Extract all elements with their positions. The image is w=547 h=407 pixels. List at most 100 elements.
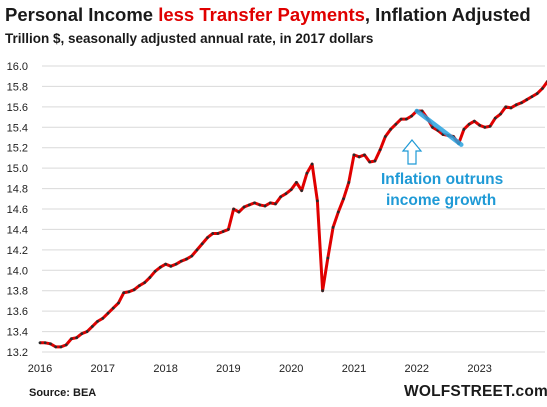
y-tick-label: 15.0 xyxy=(7,163,28,175)
data-point xyxy=(206,236,209,240)
y-tick-label: 16.0 xyxy=(7,61,28,73)
data-point xyxy=(326,256,330,260)
data-point xyxy=(462,127,466,131)
data-point xyxy=(378,148,382,152)
data-point xyxy=(394,122,398,126)
data-point xyxy=(472,119,476,123)
data-point xyxy=(263,204,267,208)
annotation-text-line1: Inflation outruns xyxy=(381,171,503,188)
data-point xyxy=(75,336,79,340)
y-tick-label: 14.0 xyxy=(7,265,28,277)
data-point xyxy=(404,117,408,121)
data-point xyxy=(295,181,298,184)
y-tick-label: 14.6 xyxy=(7,204,28,216)
data-point xyxy=(232,207,236,211)
brand-logo-text: WOLFSTREET.com xyxy=(404,383,547,400)
x-tick-label: 2016 xyxy=(28,363,52,375)
data-point xyxy=(164,262,168,266)
y-tick-label: 15.6 xyxy=(7,102,28,114)
y-tick-label: 15.8 xyxy=(7,81,28,93)
data-point xyxy=(509,106,513,110)
data-point xyxy=(185,257,188,261)
series-personal-income xyxy=(38,80,547,349)
data-point xyxy=(483,125,487,129)
data-point xyxy=(399,117,403,121)
data-point xyxy=(541,87,544,90)
y-tick-label: 14.2 xyxy=(7,245,28,257)
data-point xyxy=(431,125,434,129)
x-tick-label: 2021 xyxy=(342,363,366,375)
y-tick-label: 13.6 xyxy=(7,306,28,318)
data-point xyxy=(190,254,194,258)
data-point xyxy=(101,316,105,320)
data-point xyxy=(274,202,277,206)
data-point xyxy=(153,269,157,273)
y-tick-label: 15.4 xyxy=(7,122,28,134)
data-point xyxy=(132,288,136,292)
data-point xyxy=(138,284,141,288)
data-point xyxy=(127,290,131,294)
data-point xyxy=(211,232,215,235)
data-point xyxy=(227,228,230,231)
y-tick-label: 13.2 xyxy=(7,347,28,359)
data-point xyxy=(310,162,314,166)
x-tick-label: 2023 xyxy=(467,363,491,375)
annotation: Inflation outruns income growth xyxy=(381,108,503,209)
data-point xyxy=(64,343,68,347)
data-point xyxy=(122,291,126,295)
data-point xyxy=(179,259,183,263)
data-point xyxy=(347,181,351,184)
data-point xyxy=(321,289,324,293)
data-point xyxy=(467,122,471,126)
data-point xyxy=(530,95,534,99)
y-tick-label: 15.2 xyxy=(7,143,28,155)
data-point xyxy=(373,159,377,163)
x-axis-tick-labels: 2016 2017 2018 2019 2020 2021 2022 2023 xyxy=(28,363,492,375)
data-point xyxy=(253,201,256,205)
data-point xyxy=(504,105,508,109)
y-axis-tick-labels: 13.2 13.4 13.6 13.8 14.0 14.2 14.4 14.6 14.8 15.0… xyxy=(7,61,28,359)
data-point xyxy=(80,332,84,336)
data-point xyxy=(478,123,481,127)
data-point xyxy=(200,242,204,246)
data-point xyxy=(336,210,340,214)
data-point xyxy=(305,171,309,175)
annotation-text-line2: income growth xyxy=(386,192,496,209)
data-point xyxy=(169,264,173,268)
highlight-segment xyxy=(414,108,464,147)
data-point xyxy=(38,341,42,345)
chart-title: Personal Income less Transfer Payments, … xyxy=(5,4,531,25)
data-point xyxy=(284,192,288,196)
data-point xyxy=(247,203,251,207)
data-point xyxy=(493,116,497,120)
data-point xyxy=(195,248,199,252)
x-tick-label: 2019 xyxy=(216,363,240,375)
data-point xyxy=(352,153,356,157)
data-point xyxy=(488,124,492,128)
data-point xyxy=(357,155,361,159)
data-point xyxy=(174,262,178,266)
source-note: Source: BEA xyxy=(29,387,97,399)
data-point xyxy=(148,276,152,279)
arrow-up-icon xyxy=(401,139,423,165)
title-highlight: less Transfer Payments xyxy=(158,4,365,25)
gridlines xyxy=(42,65,545,353)
data-point xyxy=(279,195,283,199)
chart-subtitle: Trillion $, seasonally adjusted annual r… xyxy=(5,31,374,46)
data-point xyxy=(221,230,225,233)
data-point xyxy=(368,160,372,164)
x-tick-label: 2017 xyxy=(91,363,115,375)
data-point xyxy=(96,319,99,323)
data-point xyxy=(331,225,335,229)
data-point xyxy=(117,301,120,305)
data-point xyxy=(535,92,539,95)
data-point xyxy=(85,330,89,333)
x-tick-label: 2020 xyxy=(279,363,303,375)
data-point xyxy=(111,306,115,310)
data-point xyxy=(143,281,147,284)
data-point xyxy=(520,101,523,105)
data-point xyxy=(54,345,58,349)
data-point xyxy=(384,135,387,138)
data-point xyxy=(315,199,319,203)
